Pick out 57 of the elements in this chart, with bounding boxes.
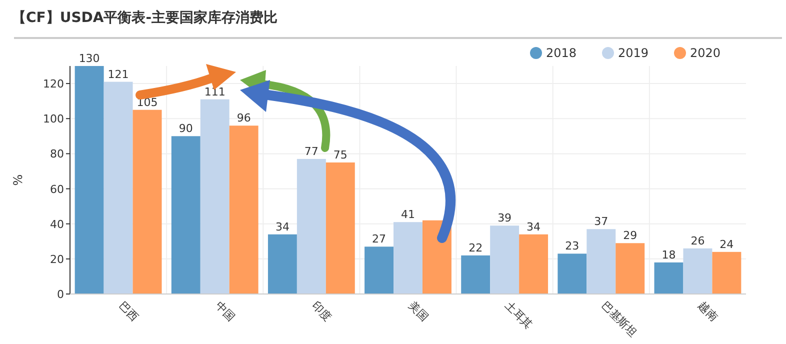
data-label: 22 bbox=[468, 241, 483, 254]
bar bbox=[268, 234, 297, 294]
data-label: 24 bbox=[720, 238, 734, 251]
data-label: 75 bbox=[333, 148, 348, 162]
bar bbox=[683, 248, 712, 294]
x-tick-label: 土耳其 bbox=[502, 298, 535, 332]
bar bbox=[296, 158, 326, 294]
bar bbox=[461, 255, 490, 294]
data-label: 23 bbox=[565, 240, 580, 253]
x-tick-label: 越南 bbox=[696, 298, 720, 324]
data-label: 34 bbox=[526, 220, 541, 234]
y-tick-label: 60 bbox=[50, 182, 64, 196]
bar bbox=[200, 99, 230, 294]
data-label: 96 bbox=[236, 112, 251, 125]
data-label: 90 bbox=[178, 122, 193, 136]
data-label: 18 bbox=[662, 248, 676, 262]
bar bbox=[616, 243, 645, 294]
y-tick-label: 120 bbox=[43, 78, 64, 91]
bar bbox=[586, 229, 616, 294]
legend-label: 2018 bbox=[546, 46, 577, 60]
x-tick-label: 巴西 bbox=[116, 298, 141, 324]
data-label: 39 bbox=[498, 212, 512, 225]
x-tick-label: 中国 bbox=[212, 298, 238, 324]
bar bbox=[519, 234, 548, 294]
y-tick-label: 40 bbox=[50, 218, 64, 231]
x-tick-label: 印度 bbox=[309, 298, 334, 324]
y-axis-title: % bbox=[11, 174, 25, 186]
y-tick-label: 100 bbox=[43, 112, 64, 126]
chart-title: 【CF】USDA平衡表-主要国家库存消费比 bbox=[12, 9, 278, 26]
bar bbox=[132, 110, 162, 294]
data-label: 77 bbox=[304, 144, 318, 158]
bar bbox=[394, 222, 422, 294]
data-label: 37 bbox=[594, 215, 608, 228]
data-label: 26 bbox=[690, 234, 705, 248]
data-label: 130 bbox=[78, 52, 100, 65]
bar bbox=[229, 126, 258, 294]
bar bbox=[654, 262, 684, 294]
bar bbox=[104, 82, 133, 294]
legend-label: 2020 bbox=[690, 46, 721, 60]
data-label: 121 bbox=[108, 68, 129, 81]
bar bbox=[74, 66, 104, 294]
y-tick-label: 20 bbox=[50, 252, 64, 266]
data-label: 29 bbox=[623, 229, 638, 242]
y-tick-label: 0 bbox=[57, 288, 64, 301]
data-label: 41 bbox=[401, 208, 415, 222]
bar bbox=[712, 252, 742, 294]
data-label: 27 bbox=[372, 232, 386, 246]
bar bbox=[326, 162, 355, 294]
x-tick-label: 美国 bbox=[406, 298, 431, 324]
bar bbox=[364, 246, 394, 294]
data-label: 34 bbox=[275, 220, 290, 234]
x-tick-label: 巴基斯坦 bbox=[599, 298, 640, 340]
bar bbox=[558, 254, 587, 294]
bar bbox=[171, 136, 200, 294]
bar bbox=[490, 226, 520, 294]
legend-label: 2019 bbox=[618, 46, 649, 60]
y-tick-label: 80 bbox=[50, 148, 64, 161]
